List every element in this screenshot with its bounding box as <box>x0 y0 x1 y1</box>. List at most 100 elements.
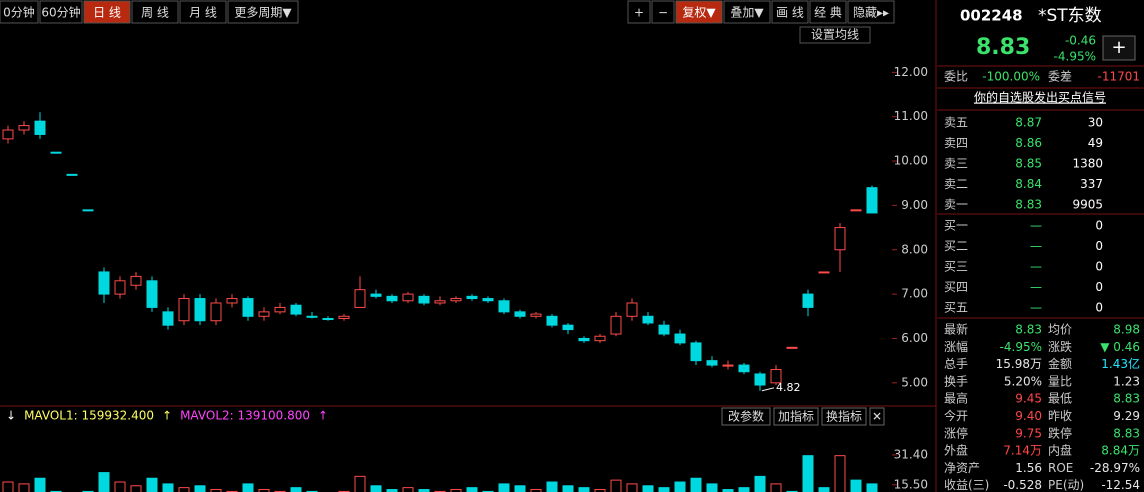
stat-value: 8.83 <box>1113 392 1140 406</box>
book-level: 卖一 <box>944 198 968 212</box>
candle-body <box>386 295 398 302</box>
toolbar-button[interactable] <box>83 0 131 24</box>
volume-bar <box>818 487 830 492</box>
toolbar-label[interactable]: − <box>658 6 668 20</box>
toolbar-label[interactable]: + <box>634 6 644 20</box>
candle-body <box>514 311 526 317</box>
candle-body <box>674 333 686 344</box>
toolbar-button[interactable] <box>131 0 179 24</box>
book-volume: 9905 <box>1072 198 1103 212</box>
ratio-item: 委差 <box>1048 70 1072 84</box>
candle-body <box>610 315 622 335</box>
candle-body <box>578 337 590 342</box>
stat-value: 9.45 <box>1015 392 1042 406</box>
signal[interactable]: 你的自选股发出买点信号 <box>974 90 1106 105</box>
indicator-button-label[interactable]: 加指标 <box>778 409 814 424</box>
book-price: 8.87 <box>1015 116 1042 130</box>
toolbar-button[interactable] <box>0 0 39 24</box>
candle-body <box>482 298 494 302</box>
indicator-button-label[interactable]: 改参数 <box>728 409 764 424</box>
book-volume: 49 <box>1088 136 1103 150</box>
ma-button[interactable] <box>799 26 871 44</box>
volume-bar <box>706 483 718 492</box>
book-level: 卖二 <box>944 177 968 191</box>
candle-body <box>226 298 238 304</box>
volume-bar <box>770 483 782 492</box>
book-volume: 0 <box>1095 280 1103 294</box>
toolbar-button[interactable] <box>651 0 675 24</box>
candle-body <box>546 315 558 326</box>
toolbar-button[interactable] <box>771 0 809 24</box>
volume-bar <box>546 481 558 492</box>
candle-body <box>802 293 814 308</box>
toolbar-button[interactable] <box>847 0 895 24</box>
candle-body <box>370 293 382 297</box>
ma-button-label[interactable]: 设置均线 <box>811 28 859 42</box>
candle-body <box>418 295 430 304</box>
toolbar-label[interactable]: 0分钟 <box>3 5 35 20</box>
stat-value: 8.84万 <box>1101 444 1140 458</box>
candle-body <box>562 324 574 331</box>
candle-body <box>706 360 718 366</box>
volume-bar <box>514 485 526 492</box>
candle-body <box>130 275 142 286</box>
indicator-button[interactable] <box>721 407 771 426</box>
stat-label: 昨收 <box>1048 409 1072 423</box>
indicator-button[interactable] <box>869 407 885 426</box>
indicator-button[interactable] <box>773 407 819 426</box>
volume-bar <box>450 489 462 492</box>
candle-body <box>178 298 190 322</box>
book-price: — <box>1030 219 1042 233</box>
volume-bar <box>370 485 382 492</box>
toolbar-button[interactable] <box>809 0 847 24</box>
toolbar-label[interactable]: 经 典 <box>814 6 842 20</box>
volume-bar <box>130 485 142 492</box>
candle-body <box>770 369 782 384</box>
toolbar-label[interactable]: 月 线 <box>189 6 217 20</box>
volume-bar <box>594 489 606 492</box>
toolbar-button[interactable] <box>39 0 83 24</box>
toolbar-button[interactable] <box>227 0 299 24</box>
toolbar-label[interactable]: 60分钟 <box>41 5 80 20</box>
book-level: 买二 <box>944 239 968 253</box>
candle-body <box>498 300 510 313</box>
book-price: 8.85 <box>1015 157 1042 171</box>
stat-label: 今开 <box>944 408 968 423</box>
toolbar-label[interactable]: 更多周期▼ <box>234 6 292 20</box>
book-volume: 0 <box>1095 219 1103 233</box>
stat-value: 5.20% <box>1004 374 1042 388</box>
candle-body <box>626 302 638 317</box>
book-volume: 1380 <box>1072 157 1103 171</box>
stat-value: 8.98 <box>1113 323 1140 337</box>
toolbar-button[interactable] <box>627 0 651 24</box>
indicator-button-label[interactable]: 换指标 <box>826 409 862 424</box>
book-level: 买三 <box>944 260 968 274</box>
volume-bar <box>498 483 510 492</box>
toolbar-label[interactable]: 隐藏▸▸ <box>853 6 889 20</box>
toolbar-label[interactable]: 叠加▼ <box>730 6 764 20</box>
toolbar-button[interactable] <box>675 0 723 24</box>
toolbar-button[interactable] <box>179 0 227 24</box>
indicator-button-label[interactable]: ✕ <box>872 410 882 424</box>
volume-legend: MAVOL1: 159932.400 <box>24 409 154 423</box>
candle-body <box>658 324 670 335</box>
add-button[interactable] <box>1102 35 1136 61</box>
candle-body <box>530 313 542 317</box>
toolbar-label[interactable]: 复权▼ <box>682 6 716 20</box>
candle-body <box>690 342 702 362</box>
book-volume: 0 <box>1095 239 1103 253</box>
candle-body <box>114 280 126 295</box>
candle-body <box>866 187 878 214</box>
toolbar-label[interactable]: 周 线 <box>141 6 169 20</box>
book-price: 8.86 <box>1015 136 1042 150</box>
volume-bar <box>722 489 734 492</box>
stat-label: PE(动) <box>1048 478 1084 492</box>
y-tick-label: 12.00 <box>894 65 928 79</box>
y-tick-label: 11.00 <box>894 109 928 123</box>
indicator-button[interactable] <box>821 407 867 426</box>
toolbar-label[interactable]: 画 线 <box>776 6 804 20</box>
toolbar-button[interactable] <box>723 0 771 24</box>
toolbar-label[interactable]: 日 线 <box>93 6 121 20</box>
add-label[interactable]: + <box>1111 37 1126 58</box>
